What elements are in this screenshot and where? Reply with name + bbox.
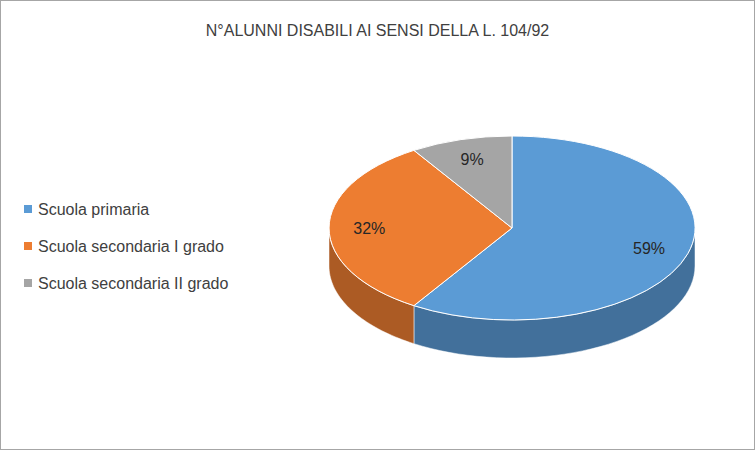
- data-label: 32%: [353, 220, 385, 237]
- chart: N°ALUNNI DISABILI AI SENSI DELLA L. 104/…: [0, 0, 755, 450]
- slice: [414, 136, 512, 228]
- legend-label: Scuola secondaria II grado: [38, 275, 228, 292]
- data-labels: 59% 32% 9%: [353, 151, 665, 257]
- legend-swatch: [24, 279, 32, 287]
- legend: Scuola primaria Scuola secondaria I grado…: [24, 201, 228, 292]
- legend-swatch: [24, 205, 32, 213]
- legend-label: Scuola primaria: [38, 201, 149, 218]
- pie: [329, 136, 695, 358]
- chart-frame: [1, 1, 755, 450]
- title: N°ALUNNI DISABILI AI SENSI DELLA L. 104/…: [206, 22, 550, 39]
- legend-swatch: [24, 242, 32, 250]
- data-label: 59%: [633, 240, 665, 257]
- pie-top: [329, 136, 695, 320]
- legend-label: Scuola secondaria I grado: [38, 238, 224, 255]
- data-label: 9%: [461, 151, 484, 168]
